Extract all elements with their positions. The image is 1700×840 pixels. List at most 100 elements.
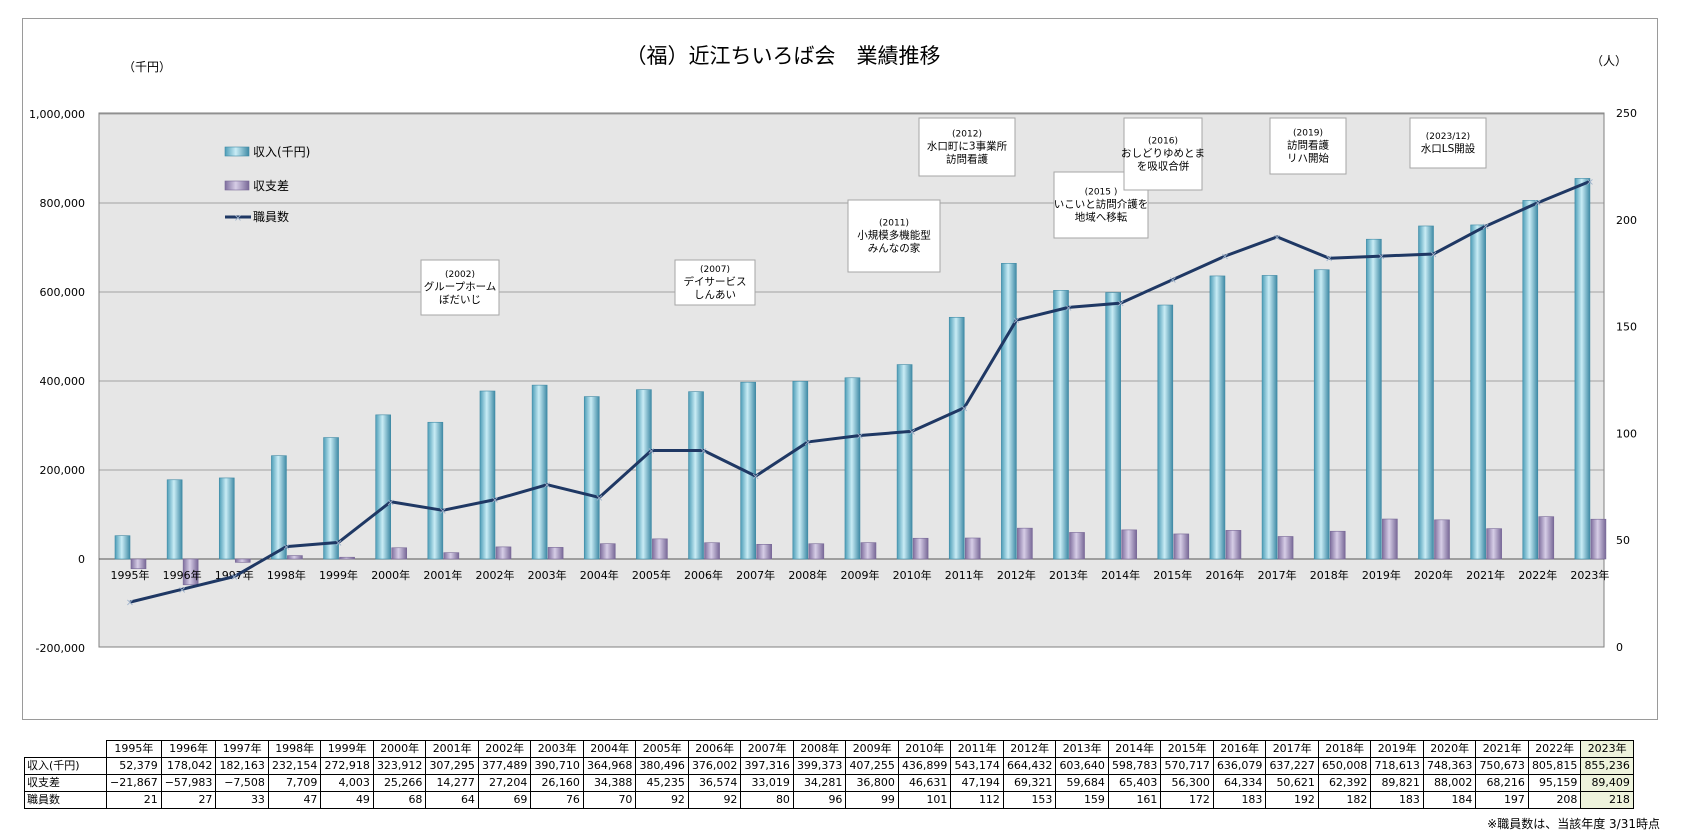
table-cell: 89,409 (1580, 774, 1634, 792)
point-staff: × (334, 538, 342, 549)
table-cell: 33 (215, 791, 269, 809)
table-cell: 397,316 (740, 757, 794, 775)
bar-balance (1538, 516, 1555, 560)
annotation-text: グループホーム (424, 280, 497, 293)
legend-label-balance: 収支差 (253, 179, 289, 193)
bar-income (948, 316, 965, 560)
point-staff: × (699, 446, 707, 457)
bar-balance (1017, 527, 1033, 560)
bar-balance (130, 558, 147, 570)
right-tick-label: 50 (1616, 534, 1630, 547)
annotation-text: (2015 ) (1085, 188, 1118, 198)
table-cell: −21,867 (106, 774, 162, 792)
table-cell: 101 (897, 791, 952, 809)
table-cell: 636,079 (1212, 757, 1267, 775)
chart-title: （福）近江ちいろば会 業績推移 (626, 44, 941, 68)
point-staff: × (1169, 275, 1177, 286)
table-corner (24, 740, 107, 758)
annotation-text: しんあい (694, 289, 736, 301)
table-year-cell: 2017年 (1265, 740, 1319, 758)
table-year-cell: 2015年 (1160, 740, 1214, 758)
table-cell: 33,019 (740, 774, 794, 792)
table-row-staff: 職員数 21 27 33 47 49 68 64 69 76 70 92 92 80 96 99 101 112… (24, 791, 1634, 809)
data-table: 1995年 1996年 1997年 1998年 1999年 2000年 2001年 2002年… (24, 740, 1634, 809)
bar-balance (1382, 518, 1398, 560)
bar-income (896, 364, 913, 560)
point-staff: × (804, 437, 812, 448)
x-tick-label: 1998年 (267, 568, 306, 582)
table-cell: 750,673 (1475, 757, 1529, 775)
point-staff: × (1116, 299, 1124, 310)
table-row-income: 収入(千円) 52,379 178,042 182,163 232,154 272,91… (24, 757, 1634, 775)
bar-income (1313, 269, 1330, 560)
legend-marker-staff: × (234, 213, 242, 224)
bar-balance (339, 556, 355, 560)
annotation-text: を吸収合併 (1137, 160, 1190, 173)
table-year-cell: 2010年 (897, 740, 952, 758)
annotation-box: (2023/12)水口LS開設 (1409, 117, 1487, 169)
right-tick-label: 150 (1616, 321, 1637, 334)
bar-income (792, 380, 809, 560)
bar-income (375, 414, 392, 560)
table-cell: 218 (1580, 791, 1634, 809)
table-cell: 376,002 (687, 757, 742, 775)
annotation-text: リハ開始 (1287, 152, 1329, 165)
bar-balance (1590, 518, 1607, 560)
bar-income (323, 437, 339, 560)
table-cell: 99 (845, 791, 899, 809)
bar-balance (704, 542, 720, 560)
table-year-cell: 2013年 (1055, 740, 1109, 758)
bar-balance (391, 547, 408, 560)
right-tick-label: 100 (1616, 427, 1637, 440)
annotation-text: (2012) (952, 130, 982, 140)
x-tick-label: 2003年 (528, 568, 567, 582)
table-cell: 748,363 (1422, 757, 1477, 775)
x-tick-label: 2000年 (371, 568, 410, 582)
table-year-cell: 2000年 (372, 740, 427, 758)
point-staff: × (230, 572, 238, 583)
table-year-cell: 2016年 (1212, 740, 1267, 758)
x-tick-label: 2014年 (1101, 568, 1140, 582)
table-cell: 603,640 (1055, 757, 1109, 775)
left-tick-label: 800,000 (40, 197, 86, 210)
x-tick-label: 2006年 (684, 568, 723, 582)
table-cell: 650,008 (1317, 757, 1372, 775)
table-cell: 323,912 (372, 757, 427, 775)
table-cell: 112 (950, 791, 1004, 809)
bar-income (166, 479, 183, 560)
table-cell: 80 (740, 791, 794, 809)
table-year-cell: 1995年 (106, 740, 162, 758)
table-year-cell: 2008年 (792, 740, 847, 758)
annotation-text: みんなの家 (868, 242, 921, 255)
left-tick-label: -200,000 (36, 642, 85, 655)
x-tick-label: 2018年 (1310, 568, 1349, 582)
table-cell: 407,255 (845, 757, 899, 775)
bar-income (1053, 290, 1069, 560)
row-label-income: 収入(千円) (24, 757, 107, 775)
right-tick-label: 0 (1616, 641, 1623, 654)
table-cell: 153 (1002, 791, 1057, 809)
point-staff: × (1586, 177, 1594, 188)
table-cell: 718,613 (1370, 757, 1424, 775)
x-tick-label: 2008年 (788, 568, 827, 582)
point-staff: × (1534, 198, 1542, 209)
annotation-text: おしどりゆめとま (1121, 148, 1205, 160)
bar-balance (182, 558, 199, 586)
bar-income (218, 477, 235, 560)
bar-balance (443, 552, 460, 560)
table-cell: 7,709 (267, 774, 322, 792)
table-cell: 197 (1475, 791, 1529, 809)
table-cell: 68 (372, 791, 427, 809)
x-tick-label: 2011年 (945, 568, 984, 582)
point-staff: × (751, 472, 759, 483)
table-cell: 232,154 (267, 757, 322, 775)
x-tick-label: 2021年 (1466, 568, 1505, 582)
annotation-text: 水口LS開設 (1421, 142, 1476, 155)
bar-income (1522, 200, 1539, 560)
x-tick-label: 2005年 (632, 568, 671, 582)
table-year-cell: 2001年 (425, 740, 479, 758)
point-staff: × (647, 446, 655, 457)
